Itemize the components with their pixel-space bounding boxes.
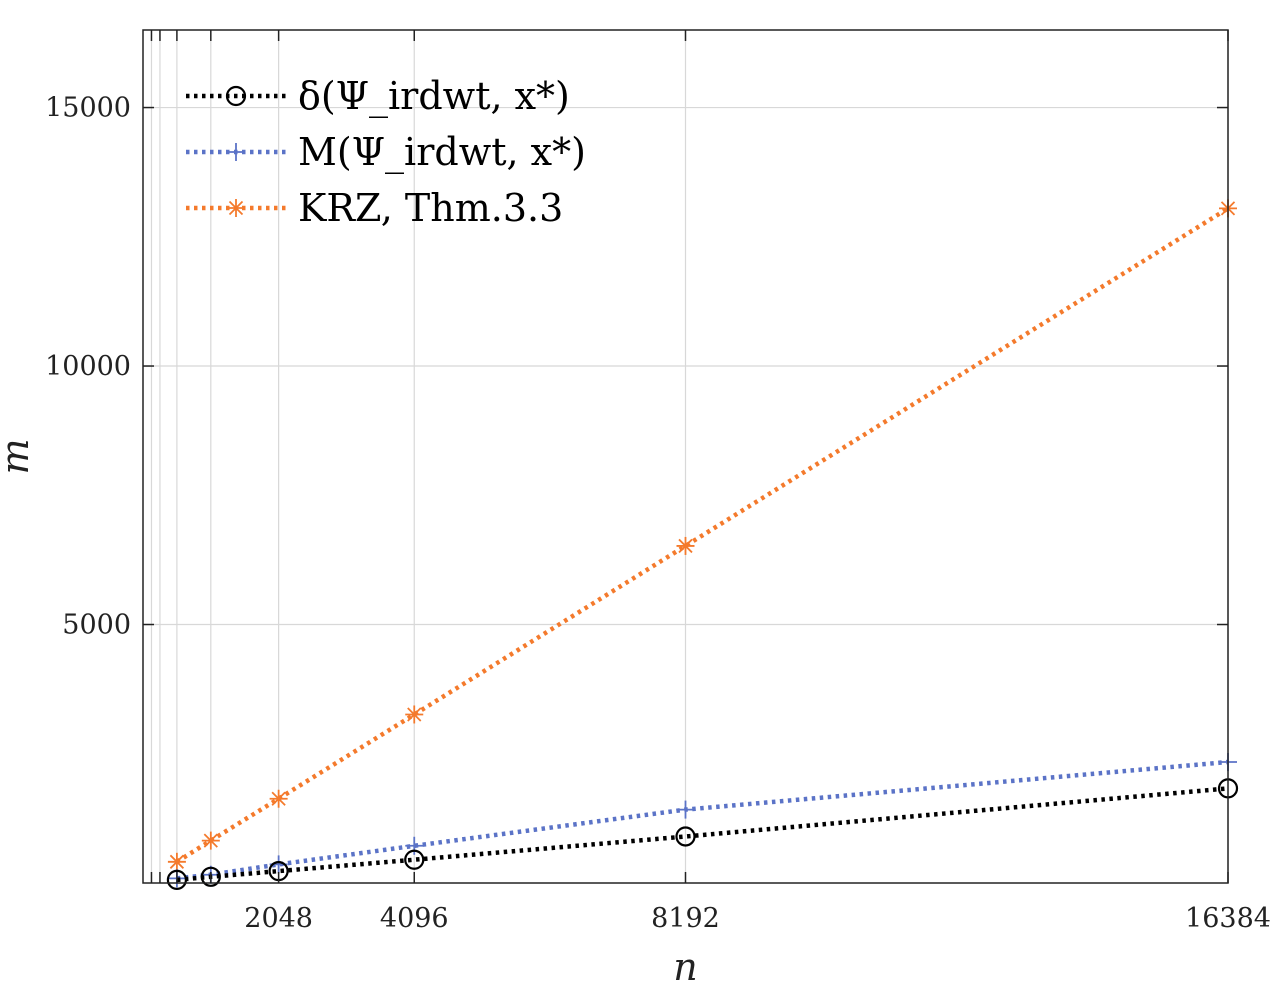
- data-point: [200, 866, 221, 887]
- series-3: [167, 199, 1237, 871]
- legend-entry: δ(Ψ_irdwt, x*): [186, 74, 570, 119]
- tick-labels: 2048 4096 8192 16384 5000 10000 15000: [45, 93, 1271, 934]
- legend-label: M(Ψ_irdwt, x*): [298, 130, 586, 175]
- x-tick-label: 4096: [380, 903, 449, 934]
- grid-lines: [143, 30, 1229, 883]
- data-point: [167, 852, 186, 871]
- legend-label: KRZ, Thm.3.3: [298, 186, 563, 230]
- series-layer: [166, 199, 1239, 890]
- y-tick-label: 15000: [45, 93, 131, 124]
- x-axis-label: n: [673, 945, 697, 989]
- series-2: [167, 753, 1237, 888]
- x-tick-label: 2048: [244, 903, 313, 934]
- axis-ticks: [143, 30, 1229, 883]
- data-point: [404, 849, 425, 870]
- x-tick-label: 16384: [1185, 903, 1271, 934]
- legend-entry: KRZ, Thm.3.3: [186, 186, 563, 230]
- y-axis-label: m: [0, 438, 37, 474]
- series-line: [176, 786, 1229, 883]
- data-point: [405, 705, 424, 724]
- legend-marker: [227, 199, 245, 217]
- series-line: [175, 206, 1230, 864]
- data-point: [166, 869, 188, 890]
- legend-entry: M(Ψ_irdwt, x*): [186, 130, 586, 175]
- series-1: [166, 778, 1239, 890]
- legend-label: δ(Ψ_irdwt, x*): [298, 74, 570, 119]
- legend-marker: [225, 85, 247, 107]
- y-tick-label: 10000: [45, 351, 131, 382]
- legend-marker: [227, 143, 245, 161]
- y-tick-label: 5000: [62, 610, 131, 641]
- data-point: [675, 826, 696, 847]
- data-point: [269, 789, 288, 808]
- data-point: [676, 800, 695, 819]
- data-point: [201, 831, 220, 850]
- x-tick-label: 8192: [651, 903, 720, 934]
- legend: δ(Ψ_irdwt, x*) M(Ψ_irdwt, x*) KRZ, Thm.3.3: [186, 74, 586, 230]
- series-line: [176, 759, 1229, 881]
- data-point: [676, 536, 695, 555]
